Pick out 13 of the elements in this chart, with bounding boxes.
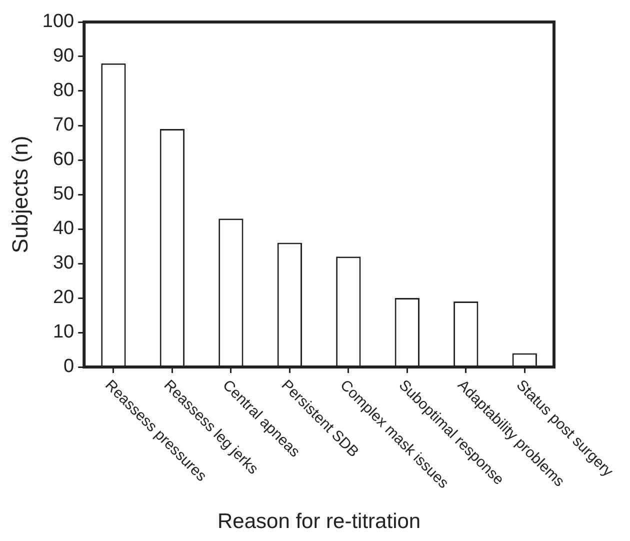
y-tick-label: 50 [52,184,74,205]
y-tick-label: 0 [64,356,74,378]
y-tick-label: 60 [52,149,74,170]
y-tick-label: 80 [52,80,74,102]
y-tick-label: 90 [52,46,74,67]
y-tick-label: 10 [52,322,74,343]
y-axis-title: Subjects (n) [7,136,32,254]
y-tick-label: 20 [52,287,74,308]
y-tick-label: 100 [42,11,74,32]
y-tick-label: 70 [52,114,74,136]
y-tick-label: 30 [52,252,74,274]
y-tick-label: 40 [52,218,74,240]
x-axis-title: Reason for re-titration [218,510,421,533]
